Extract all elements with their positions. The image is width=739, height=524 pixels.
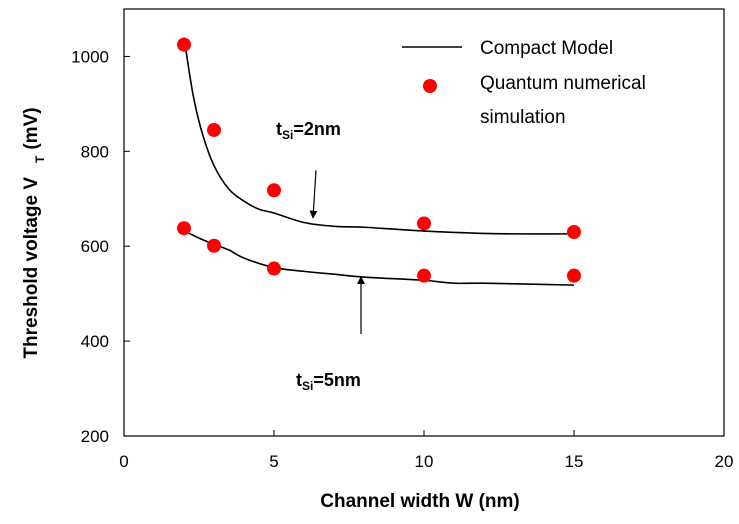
annotation-main: t bbox=[296, 370, 302, 390]
annotation-arrow bbox=[309, 170, 318, 219]
data-point bbox=[177, 37, 191, 52]
legend: Compact Model Quantum numerical simulati… bbox=[402, 38, 646, 128]
data-point bbox=[207, 238, 221, 253]
y-tick-label: 400 bbox=[81, 332, 109, 351]
annotation-rest: =5nm bbox=[313, 370, 361, 390]
y-tick-label: 1000 bbox=[71, 47, 109, 66]
series-layer bbox=[177, 37, 581, 286]
data-point bbox=[417, 268, 431, 283]
y-tick-label: 200 bbox=[81, 427, 109, 446]
x-tick-label: 10 bbox=[415, 452, 434, 471]
y-axis-title-main: Threshold voltage V bbox=[21, 177, 42, 359]
data-point bbox=[567, 224, 581, 239]
x-tick-label: 5 bbox=[269, 452, 278, 471]
data-point bbox=[267, 261, 281, 276]
x-tick-label: 20 bbox=[715, 452, 734, 471]
y-axis-title-unit: (mV) bbox=[21, 107, 42, 149]
legend-dot-swatch bbox=[423, 79, 437, 93]
annotation-label: tSi=5nm bbox=[296, 370, 361, 393]
data-point bbox=[207, 122, 221, 137]
annotation-sub: Si bbox=[282, 128, 293, 142]
legend-label-compact-model: Compact Model bbox=[480, 38, 613, 59]
y-axis-title: Threshold voltage V T (mV) bbox=[21, 107, 47, 358]
data-point bbox=[417, 216, 431, 231]
y-tick-label: 600 bbox=[81, 237, 109, 256]
series-line-1 bbox=[183, 229, 575, 286]
data-point bbox=[567, 268, 581, 283]
data-point bbox=[177, 221, 191, 236]
x-tick-label: 15 bbox=[565, 452, 584, 471]
series-line-0 bbox=[183, 37, 575, 235]
data-point bbox=[267, 183, 281, 198]
annotation-sub: Si bbox=[302, 379, 313, 393]
svg-text:Threshold voltage VT(mV): Threshold voltage V T (mV) bbox=[21, 107, 47, 358]
x-axis-title: Channel width W (nm) bbox=[320, 491, 519, 512]
y-tick-label: 800 bbox=[81, 142, 109, 161]
annotation-label: tSi=2nm bbox=[276, 119, 341, 142]
annotation-rest: =2nm bbox=[293, 119, 341, 139]
x-tick-label: 0 bbox=[119, 452, 128, 471]
legend-label-quantum-line1: Quantum numerical bbox=[480, 73, 646, 94]
annotation-main: t bbox=[276, 119, 282, 139]
y-axis-title-sub: T bbox=[33, 155, 47, 163]
legend-label-quantum-line2: simulation bbox=[480, 107, 566, 128]
ticks: 0 5 10 15 20 200 400 600 800 1000 bbox=[71, 47, 733, 471]
